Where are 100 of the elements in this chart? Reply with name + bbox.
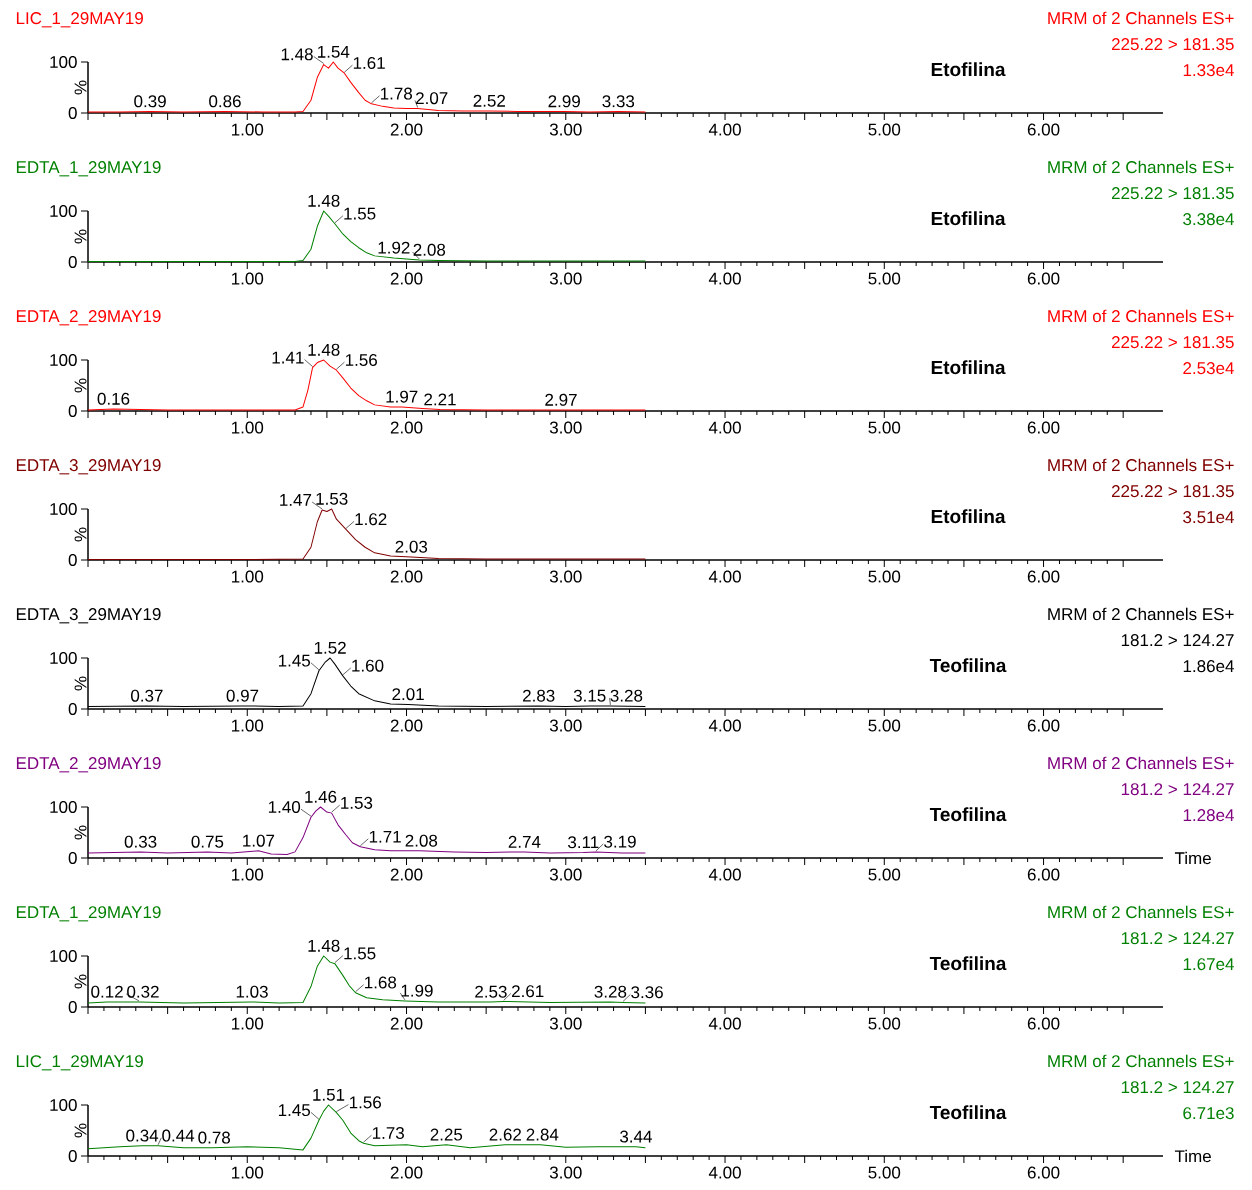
chart-title: EDTA_3_29MAY19	[16, 459, 161, 475]
x-tick-label: 6.00	[1027, 719, 1060, 732]
x-tick-label: 4.00	[708, 272, 741, 285]
annotation: 1.60	[352, 659, 384, 672]
chart-subtitle: MRM of 2 Channels ES+	[1048, 607, 1234, 621]
annotation: 1.92	[378, 241, 410, 254]
annotation: 0.12	[91, 985, 123, 998]
x-tick-label: 2.00	[390, 868, 423, 881]
text: 225.22 > 181.35	[1111, 187, 1234, 200]
annotation: 1.97	[386, 390, 418, 403]
chart-subtitle: MRM of 2 Channels ES+	[1048, 160, 1234, 174]
x-tick-label: 2.00	[390, 1166, 423, 1179]
x-tick-label: 5.00	[868, 421, 901, 434]
chart-title: EDTA_3_29MAY19	[16, 608, 161, 624]
y-tick-label: 100	[50, 353, 77, 367]
x-tick-label: 2.00	[390, 123, 423, 136]
x-tick-label: 3.00	[549, 570, 582, 583]
y-tick-label: 100	[50, 55, 77, 69]
annotation: 1.52	[314, 641, 346, 654]
x-axis-title: Time	[1174, 851, 1211, 865]
chart-subtitle: MRM of 2 Channels ES+	[1048, 11, 1234, 25]
x-tick-label: 5.00	[868, 868, 901, 881]
annotation: 1.40	[268, 800, 301, 813]
text: 181.2 > 124.27	[1121, 783, 1234, 796]
x-tick-label: 1.00	[232, 1017, 264, 1030]
x-tick-label: 1.00	[232, 868, 264, 881]
annotation: 0.37	[131, 689, 163, 702]
annotation: 2.07	[416, 92, 448, 105]
x-tick-label: 6.00	[1027, 1017, 1060, 1030]
annotation: 2.25	[430, 1128, 463, 1141]
annotation: Teofilina	[929, 956, 1007, 971]
x-tick-label: 4.00	[708, 1017, 741, 1030]
annotation: 1.99	[401, 984, 433, 997]
x-tick-label: 5.00	[868, 272, 901, 285]
annotation: 2.03	[395, 540, 428, 553]
annotation: 3.44	[620, 1130, 652, 1143]
x-tick-label: 5.00	[868, 1017, 901, 1030]
annotation: 1.62	[355, 513, 387, 526]
text: 1.28e4	[1183, 809, 1234, 822]
annotation: 3.15	[573, 689, 606, 702]
chart-title: EDTA_1_29MAY19	[16, 906, 161, 922]
annotation: 1.56	[345, 353, 377, 366]
annotation: Etofilina	[931, 62, 1006, 77]
annotation: 2.74	[508, 835, 541, 848]
annotation: 1.54	[318, 45, 350, 58]
annotation: 1.48	[308, 194, 340, 207]
annotation: 3.33	[602, 95, 635, 108]
annotation: 0.16	[97, 392, 130, 405]
chart-subtitle: MRM of 2 Channels ES+	[1048, 458, 1234, 472]
annotation: 3.36	[631, 986, 663, 999]
chart-title: LIC_1_29MAY19	[16, 1055, 143, 1071]
text: 181.2 > 124.27	[1121, 932, 1234, 945]
text: 225.22 > 181.35	[1111, 38, 1234, 51]
annotation: 0.75	[191, 835, 224, 848]
annotation: 2.84	[526, 1128, 559, 1141]
x-tick-label: 3.00	[549, 868, 582, 881]
y-tick-label: 100	[50, 651, 77, 665]
x-tick-label: 2.00	[390, 421, 423, 434]
y-axis-title: %	[74, 825, 87, 840]
annotation: 3.28	[594, 985, 627, 998]
chart-subtitle: MRM of 2 Channels ES+	[1048, 905, 1234, 919]
chart-title: EDTA_1_29MAY19	[16, 161, 161, 177]
annotation: 1.41	[272, 351, 304, 364]
y-axis-title: %	[74, 229, 87, 244]
x-tick-label: 1.00	[232, 570, 264, 583]
annotation: 1.55	[344, 947, 376, 960]
annotation: 2.21	[424, 393, 456, 406]
text: 181.2 > 124.27	[1121, 634, 1234, 647]
y-tick-label: 100	[50, 204, 77, 218]
chart-title: EDTA_2_29MAY19	[16, 757, 161, 773]
annotation: 0.39	[134, 95, 166, 108]
x-tick-label: 2.00	[390, 719, 423, 732]
annotation: Etofilina	[931, 360, 1006, 375]
x-tick-label: 2.00	[390, 570, 423, 583]
annotation: 1.48	[308, 343, 340, 356]
y-tick-label: 100	[50, 502, 77, 516]
x-tick-label: 3.00	[549, 272, 582, 285]
annotation: 1.56	[349, 1096, 381, 1109]
annotation: 0.33	[124, 835, 157, 848]
annotation: 3.11	[568, 836, 599, 849]
annotation: 1.53	[341, 796, 373, 809]
annotation: Teofilina	[929, 1105, 1007, 1120]
annotation: 1.78	[380, 87, 413, 100]
x-tick-label: 5.00	[868, 570, 901, 583]
x-tick-label: 4.00	[708, 570, 741, 583]
annotation: 2.97	[545, 393, 577, 406]
x-axis-title: Time	[1174, 1149, 1211, 1163]
y-tick-label: 0	[68, 851, 77, 865]
annotation: 0.86	[209, 95, 241, 108]
y-tick-label: 0	[68, 702, 77, 716]
text: 1.33e4	[1183, 64, 1234, 77]
x-tick-label: 3.00	[549, 1017, 582, 1030]
y-axis-title: %	[74, 378, 87, 393]
chart-subtitle: MRM of 2 Channels ES+	[1048, 309, 1234, 323]
text: 2.53e4	[1183, 362, 1234, 375]
text: 181.2 > 124.27	[1121, 1081, 1234, 1094]
text: 225.22 > 181.35	[1111, 336, 1234, 349]
text: 1.67e4	[1183, 958, 1234, 971]
annotation: 2.62	[489, 1128, 521, 1141]
y-tick-label: 0	[68, 553, 77, 567]
